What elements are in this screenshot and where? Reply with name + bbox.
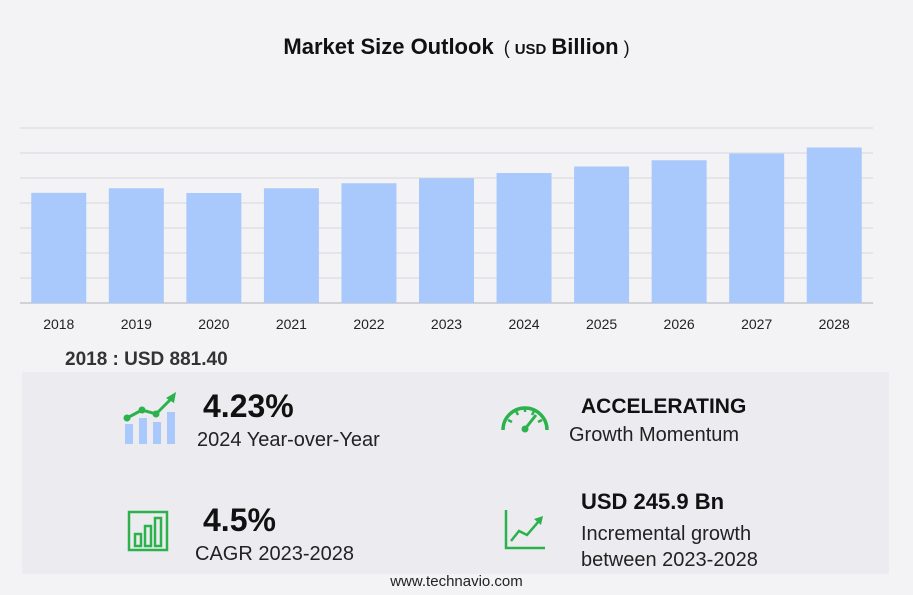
bar-2026: [651, 160, 707, 303]
cagr-label: CAGR 2023-2028: [195, 543, 354, 565]
unit-prefix: USD: [514, 41, 547, 58]
x-tick-label: 2027: [741, 316, 772, 332]
chart-title: Market Size Outlook ( USD Billion ): [0, 34, 913, 60]
unit-main: Billion: [551, 34, 619, 59]
incremental-label-line1: Incremental growth: [581, 523, 752, 545]
x-tick-label: 2026: [664, 316, 695, 332]
yoy-label: 2024 Year-over-Year: [197, 429, 380, 451]
x-tick-label: 2024: [508, 316, 539, 332]
bar-2025: [574, 166, 630, 303]
base-year-stat: 2018 : USD 881.40: [65, 349, 228, 370]
bar-2021: [263, 188, 319, 303]
bar-2019: [108, 188, 164, 303]
speedometer-icon: [501, 406, 549, 433]
bar-2018: [31, 192, 87, 303]
incremental-label-line2: between 2023-2028: [581, 549, 758, 571]
x-tick-label: 2021: [276, 316, 307, 332]
x-tick-label: 2020: [198, 316, 229, 332]
x-tick-label: 2022: [353, 316, 384, 332]
x-tick-label: 2019: [121, 316, 152, 332]
bar-2024: [496, 173, 552, 303]
momentum-label: Growth Momentum: [569, 424, 740, 446]
incremental-value: USD 245.9 Bn: [581, 489, 725, 514]
bar-chart-icon: [127, 510, 169, 552]
momentum-value: ACCELERATING: [581, 395, 747, 418]
bar-2028: [806, 147, 862, 303]
x-tick-label: 2028: [819, 316, 850, 332]
x-tick-label: 2025: [586, 316, 617, 332]
bar-2027: [729, 153, 785, 303]
title-unit: ( USD Billion ): [503, 34, 630, 59]
x-tick-label: 2018: [43, 316, 74, 332]
yoy-value: 4.23%: [203, 388, 294, 424]
bar-2022: [341, 183, 397, 303]
title-text: Market Size Outlook: [283, 34, 494, 59]
bar-2023: [419, 178, 474, 303]
cagr-value: 4.5%: [203, 502, 276, 538]
x-tick-label: 2023: [431, 316, 462, 332]
bar-chart: 2018 2019 2020 2021 2022 2023 2024 2025 2026 2027…: [20, 127, 873, 332]
bar-2020: [186, 193, 242, 303]
footer-url: www.technavio.com: [390, 573, 523, 590]
trend-line-icon: [504, 510, 545, 550]
growth-bars-icon: [123, 392, 176, 444]
